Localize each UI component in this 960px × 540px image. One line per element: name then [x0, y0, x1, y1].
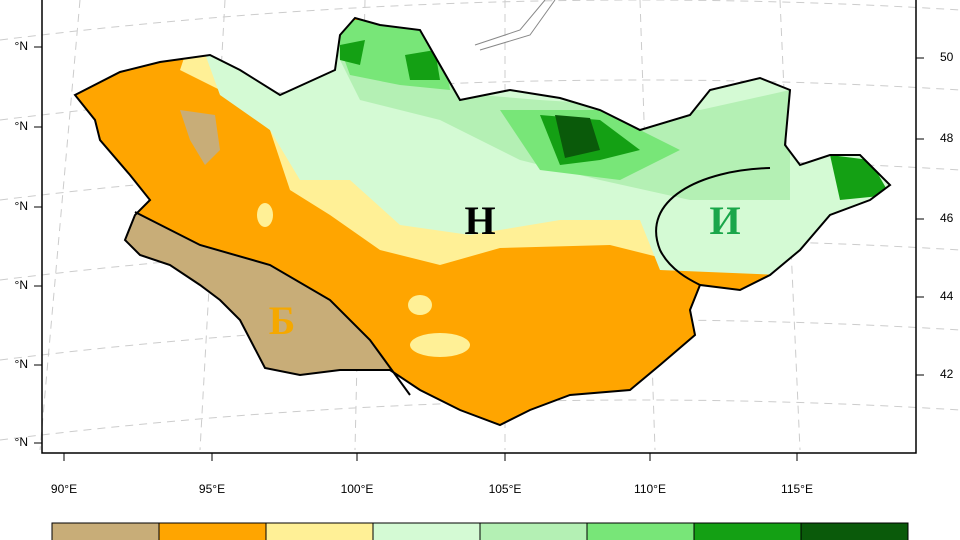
lon-label: 95°E	[199, 482, 225, 496]
legend-swatch	[51, 522, 160, 540]
lon-label: 110°E	[634, 482, 666, 496]
lat-label: °N	[15, 119, 28, 133]
lon-label: 90°E	[51, 482, 77, 496]
lat-label: 46	[940, 211, 954, 225]
legend-swatch	[479, 522, 588, 540]
lat-label: °N	[15, 39, 28, 53]
map-frame	[41, 0, 917, 454]
lat-label: 48	[940, 131, 954, 145]
zone-boundary	[655, 167, 771, 286]
lat-label: °N	[15, 357, 28, 371]
lat-label: 42	[940, 367, 954, 381]
legend-swatch	[800, 522, 909, 540]
region-label: И	[709, 198, 740, 243]
lat-label: 50	[940, 50, 954, 64]
legend-swatch	[586, 522, 695, 540]
legend-swatch	[158, 522, 267, 540]
lon-label: 100°E	[341, 482, 374, 496]
legend-swatch	[372, 522, 481, 540]
region-label: Н	[464, 198, 495, 243]
zone-boundary	[134, 211, 411, 396]
region-label: Б	[269, 298, 295, 343]
lat-label: °N	[15, 199, 28, 213]
coastline	[474, 0, 556, 51]
legend-swatch	[693, 522, 802, 540]
lat-label: 44	[940, 289, 954, 303]
lon-label: 115°E	[781, 482, 813, 496]
lon-label: 105°E	[489, 482, 522, 496]
lat-label: °N	[15, 278, 28, 292]
lat-label: °N	[15, 435, 28, 449]
legend-swatch	[265, 522, 374, 540]
